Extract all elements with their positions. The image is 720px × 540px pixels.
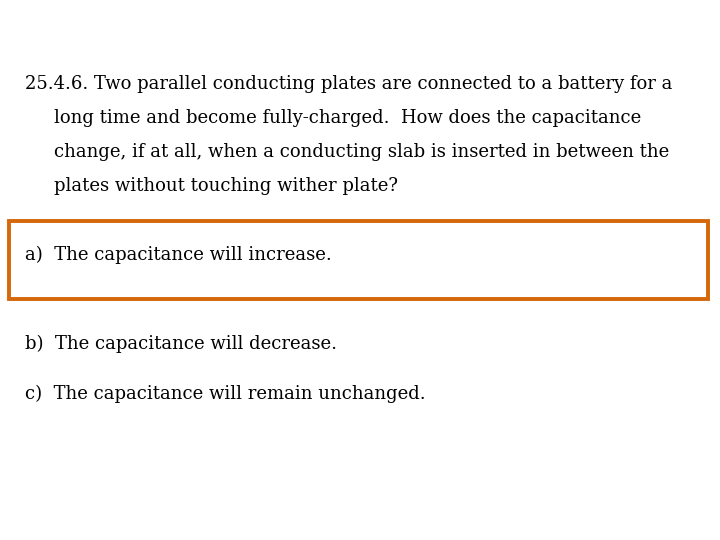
Text: plates without touching wither plate?: plates without touching wither plate?: [54, 177, 398, 195]
Text: c)  The capacitance will remain unchanged.: c) The capacitance will remain unchanged…: [25, 384, 426, 403]
Text: a)  The capacitance will increase.: a) The capacitance will increase.: [25, 246, 332, 264]
Text: long time and become fully-charged.  How does the capacitance: long time and become fully-charged. How …: [54, 110, 642, 127]
FancyBboxPatch shape: [9, 221, 708, 299]
Text: change, if at all, when a conducting slab is inserted in between the: change, if at all, when a conducting sla…: [54, 144, 670, 161]
Text: b)  The capacitance will decrease.: b) The capacitance will decrease.: [25, 335, 337, 353]
Text: WILEY: WILEY: [30, 9, 114, 31]
Text: W: W: [6, 14, 20, 27]
Text: 25.4.6. Two parallel conducting plates are connected to a battery for a: 25.4.6. Two parallel conducting plates a…: [25, 76, 672, 93]
